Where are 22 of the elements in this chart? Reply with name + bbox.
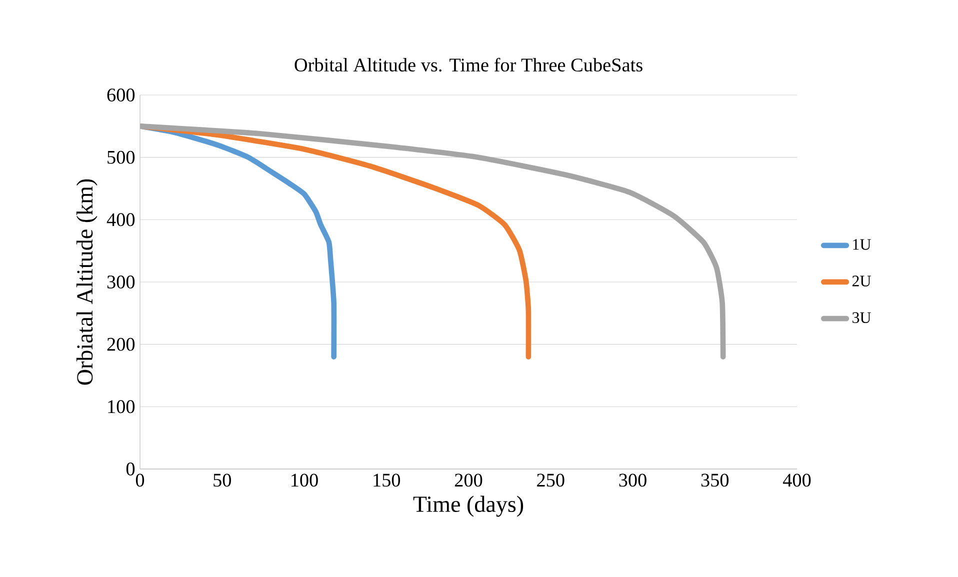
y-tick-label: 500 [108, 150, 135, 164]
x-axis-title: Time (days) [413, 496, 524, 517]
y-tick-label: 0 [126, 462, 135, 476]
legend-label: 2U [852, 276, 871, 286]
x-tick-label: 150 [374, 474, 400, 487]
legend-label: 3U [852, 312, 871, 324]
y-tick-label: 100 [108, 400, 135, 414]
x-tick-label: 300 [619, 474, 646, 487]
y-axis-title: Orbiatal Altitude (km) [76, 179, 98, 385]
x-tick-label: 50 [214, 474, 231, 487]
y-tick-label: 300 [107, 276, 135, 288]
x-tick-label: 250 [537, 474, 564, 487]
legend-label: 1U [853, 239, 871, 250]
x-tick-label: 200 [454, 474, 482, 487]
x-tick-label: 400 [782, 474, 811, 487]
y-tick-label: 200 [107, 338, 135, 351]
y-tick-label: 600 [107, 88, 135, 102]
x-tick-label: 100 [292, 474, 318, 487]
chart-title: Orbital Altitude vs. Time for Three CubeSats [294, 58, 642, 72]
y-tick-label: 400 [106, 213, 135, 226]
x-tick-label: 0 [136, 474, 144, 487]
x-tick-label: 350 [701, 474, 729, 487]
